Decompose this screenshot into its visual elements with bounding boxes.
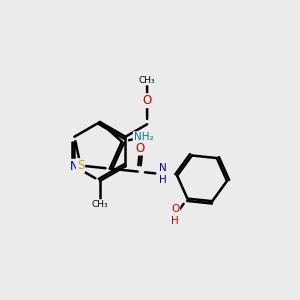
- Text: O
H: O H: [171, 204, 179, 226]
- Text: O: O: [136, 142, 145, 154]
- Text: N
H: N H: [159, 164, 167, 185]
- Text: S: S: [77, 159, 84, 172]
- Text: N: N: [70, 160, 79, 173]
- Text: O: O: [142, 94, 152, 107]
- Text: CH₃: CH₃: [92, 200, 108, 209]
- Text: NH₂: NH₂: [134, 132, 153, 142]
- Text: CH₃: CH₃: [139, 76, 155, 85]
